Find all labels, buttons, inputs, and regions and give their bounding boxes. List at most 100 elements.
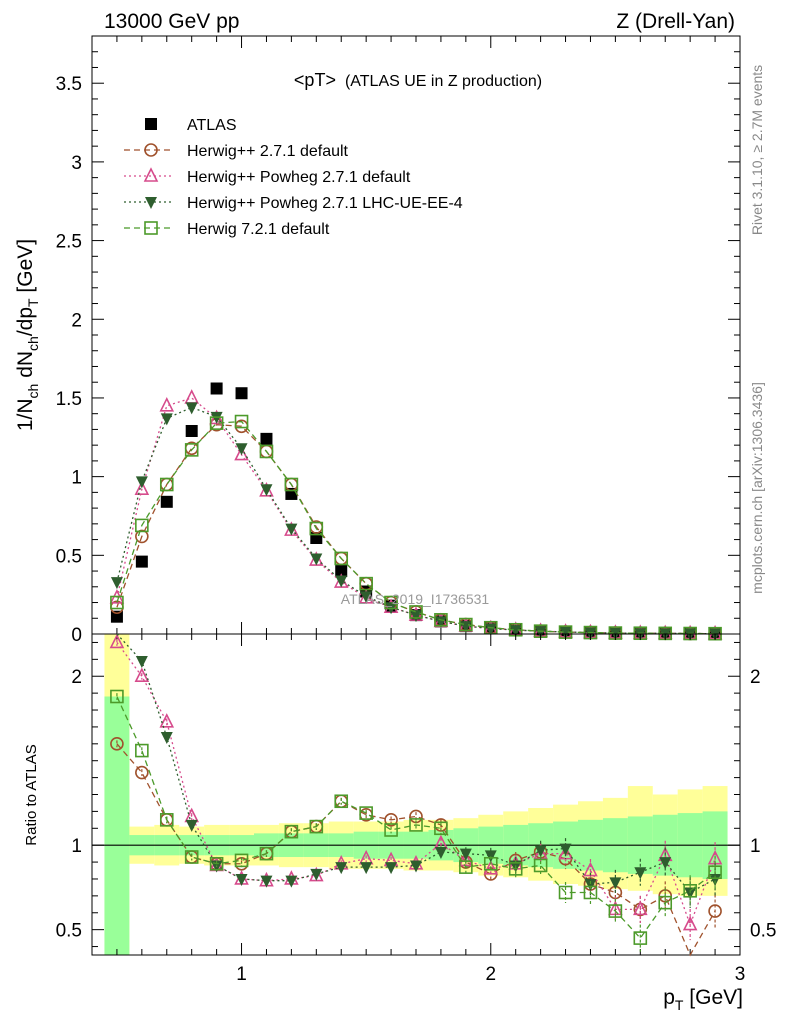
ratio-point-herwig7: [309, 819, 324, 834]
ratio-point-herwigpp_powheg_lhc: [185, 819, 198, 832]
main-y-tick-label: 3: [71, 153, 82, 174]
xlabel-part-b: [GeV]: [683, 986, 743, 1009]
ratio-point-herwigpp_powheg: [109, 633, 125, 649]
ylabel-sub-a: ch: [25, 384, 41, 399]
main-y-tick-label: 1: [71, 468, 82, 489]
legend-marker-herwigpp_default: [144, 143, 158, 157]
legend-label-atlas: ATLAS: [187, 117, 237, 134]
ratio-point-herwigpp_powheg: [458, 851, 474, 867]
legend-label-herwig7: Herwig 7.2.1 default: [187, 221, 330, 238]
main-point-atlas: [110, 610, 123, 623]
ylabel-part-d: [GeV]: [14, 239, 37, 299]
ratio-ylabel: Ratio to ATLAS: [23, 744, 40, 845]
main-point-herwigpp_powheg_lhc: [509, 625, 522, 638]
ratio-point-herwig7: [135, 743, 149, 758]
xlabel-sub-a: T: [675, 997, 684, 1013]
header-right-title: Z (Drell-Yan): [616, 10, 735, 33]
ratio-point-herwigpp_powheg_lhc: [634, 867, 647, 880]
main-point-herwig7: [234, 414, 249, 429]
legend-entry-herwigpp_powheg: Herwig++ Powheg 2.7.1 default: [124, 167, 411, 186]
legend-label-herwigpp_powheg_lhc: Herwig++ Powheg 2.7.1 LHC-UE-EE-4: [187, 195, 463, 212]
ratio-point-herwigpp_powheg_lhc: [335, 862, 348, 875]
main-point-atlas: [235, 387, 248, 400]
main-point-herwig7: [159, 477, 174, 492]
ratio-point-herwigpp_powheg: [633, 900, 648, 916]
ratio-point-herwig7: [658, 895, 673, 910]
ratio-point-herwigpp_powheg_lhc: [484, 850, 497, 863]
main-point-herwigpp_powheg_lhc: [534, 626, 547, 639]
ratio-point-herwig7: [459, 860, 473, 874]
ratio-point-herwig7: [334, 794, 349, 809]
main-point-herwigpp_powheg_lhc: [360, 591, 373, 604]
main-point-herwig7: [409, 605, 423, 619]
ratio-point-herwig7: [409, 818, 423, 832]
ylabel-part-c: /dp: [14, 307, 37, 336]
main-point-atlas: [160, 495, 173, 508]
main-point-herwigpp_powheg_lhc: [185, 402, 198, 415]
ratio-point-herwigpp_powheg_lhc: [410, 860, 422, 873]
ylabel-sub-b: ch: [25, 336, 41, 351]
legend-entry-atlas: ATLAS: [145, 117, 237, 134]
ratio-point-herwigpp_powheg: [682, 915, 698, 931]
ratio-point-herwig7: [558, 885, 573, 900]
main-title-prefix: <pT>: [294, 70, 336, 90]
ratio-point-herwigpp_default: [384, 813, 398, 827]
main-ylabel: 1/Nch dNch/dpT [GeV]: [14, 239, 41, 431]
main-point-herwigpp_powheg_lhc: [310, 553, 323, 566]
legend-entry-herwigpp_powheg_lhc: Herwig++ Powheg 2.7.1 LHC-UE-EE-4: [124, 195, 463, 212]
main-point-herwig7: [459, 617, 473, 632]
xlabel-part-a: p: [663, 986, 675, 1009]
ratio-point-herwigpp_powheg_lhc: [609, 877, 622, 890]
ratio-point-herwigpp_powheg_lhc: [584, 879, 597, 892]
ratio-point-herwigpp_powheg_lhc: [659, 857, 672, 870]
ratio-point-herwigpp_powheg: [483, 860, 499, 875]
main-point-herwigpp_powheg: [184, 389, 199, 404]
ratio-y-tick-label-left: 2: [71, 667, 82, 688]
legend-label-herwigpp_powheg: Herwig++ Powheg 2.7.1 default: [187, 169, 411, 186]
main-y-tick-label: 0: [71, 625, 82, 646]
main-point-herwig7: [209, 416, 224, 430]
ratio-point-herwigpp_powheg_lhc: [385, 862, 398, 875]
ratio-y-tick-label-right: 2: [750, 667, 761, 688]
main-y-tick-label: 2.5: [56, 232, 82, 253]
main-point-atlas: [210, 382, 223, 395]
ratio-point-herwigpp_powheg: [159, 713, 175, 728]
main-point-herwig7: [309, 521, 324, 536]
main-point-herwig7: [184, 443, 199, 457]
legend-marker-herwigpp_powheg_lhc: [145, 197, 157, 209]
main-point-herwig7: [284, 477, 299, 492]
mcplots-label: mcplots.cern.ch [arXiv:1306.3436]: [749, 382, 765, 594]
ratio-point-herwig7: [159, 813, 174, 827]
main-point-herwig7: [359, 576, 373, 591]
ylabel-part-a: 1/N: [14, 398, 37, 431]
x-tick-label: 1: [236, 964, 247, 985]
ratio-point-herwigpp_powheg_lhc: [534, 845, 547, 858]
ratio-point-herwig7: [483, 856, 498, 871]
main-point-atlas: [135, 555, 148, 568]
main-point-herwig7: [434, 613, 448, 627]
uncertainty-band-green-bin: [104, 696, 130, 955]
main-point-atlas: [260, 432, 273, 445]
main-point-herwig7: [259, 444, 274, 459]
ratio-point-herwigpp_powheg_lhc: [310, 868, 323, 881]
main-point-herwig7: [384, 595, 398, 610]
legend: ATLAS Herwig++ 2.7.1 default Herwig++ Powh…: [124, 117, 463, 238]
main-y-tick-label: 1.5: [56, 389, 82, 410]
ratio-point-herwig7: [110, 689, 124, 704]
main-point-herwigpp_powheg_lhc: [160, 413, 173, 426]
ratio-point-herwigpp_powheg_lhc: [684, 887, 697, 900]
ratio-point-herwig7: [508, 862, 523, 876]
legend-marker-atlas: [145, 118, 157, 130]
ratio-point-herwigpp_powheg_lhc: [360, 862, 373, 875]
main-point-herwigpp_powheg: [159, 397, 175, 412]
ratio-point-herwigpp_default: [135, 765, 149, 780]
ratio-point-herwig7: [608, 904, 623, 918]
legend-marker-herwigpp_powheg: [143, 167, 159, 182]
main-title-suffix: (ATLAS UE in Z production): [345, 73, 542, 90]
ratio-point-herwigpp_powheg_lhc: [559, 843, 572, 856]
main-panel: 0 0.5 1 1.5 2 2.5 3 3.5 ATLAS Herwig++ 2.7.1 defa…: [56, 35, 741, 646]
ratio-point-herwig7: [633, 931, 648, 945]
main-point-herwig7: [135, 518, 149, 533]
main-point-herwigpp_powheg_lhc: [434, 616, 447, 629]
